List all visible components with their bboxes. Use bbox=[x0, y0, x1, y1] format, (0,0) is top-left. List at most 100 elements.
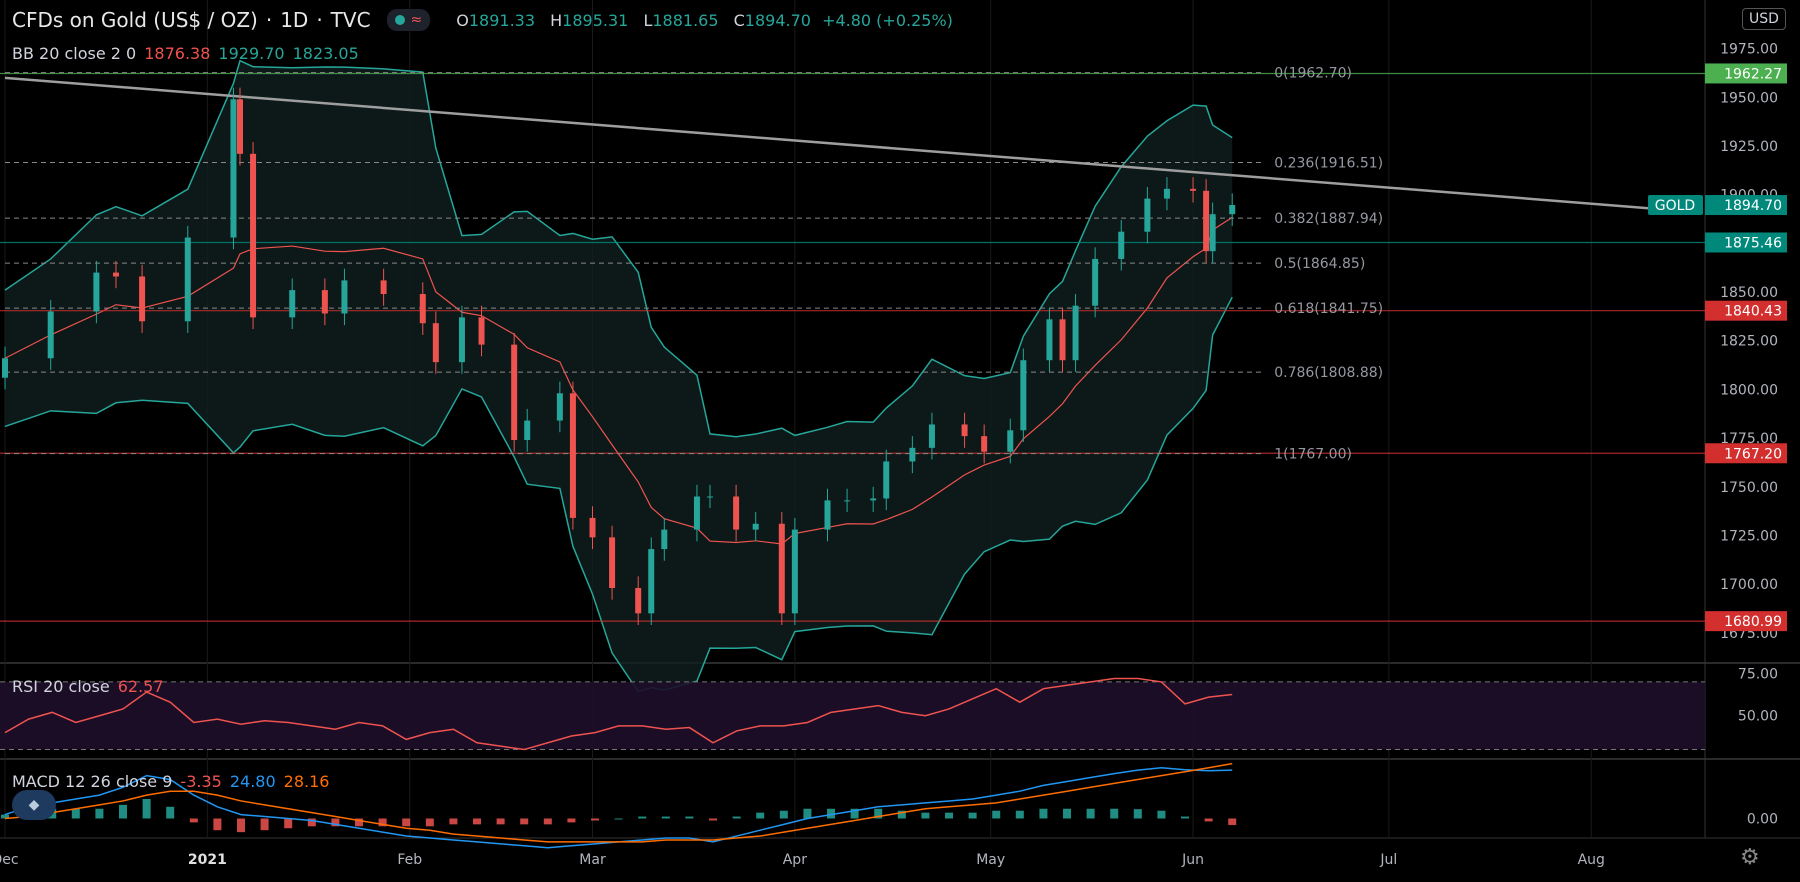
macd-histogram-bar bbox=[496, 818, 505, 825]
candle-body[interactable] bbox=[824, 500, 831, 530]
change-value: +4.80 (+0.25%) bbox=[822, 10, 953, 30]
candle-body[interactable] bbox=[1072, 305, 1079, 361]
candle-body[interactable] bbox=[341, 280, 348, 314]
candle-body[interactable] bbox=[47, 311, 54, 359]
macd-histogram-bar bbox=[237, 818, 246, 833]
candle-body[interactable] bbox=[2, 358, 8, 378]
rsi-legend[interactable]: RSI 20 close 62.57 bbox=[12, 677, 164, 696]
macd-histogram-bar bbox=[803, 808, 812, 819]
level-price-label: 1875.46 bbox=[1724, 235, 1782, 251]
gear-icon[interactable]: ⚙ bbox=[1740, 845, 1760, 870]
status-indicators[interactable]: ≈ bbox=[386, 9, 431, 31]
candle-body[interactable] bbox=[1229, 205, 1236, 215]
interval-label[interactable]: 1D bbox=[280, 8, 309, 32]
level-price-tag bbox=[1705, 232, 1787, 253]
macd-histogram-bar bbox=[945, 812, 954, 819]
macd-histogram-bar bbox=[992, 810, 1001, 819]
candle-body[interactable] bbox=[1203, 190, 1210, 252]
candle-body[interactable] bbox=[707, 496, 713, 498]
candle-body[interactable] bbox=[981, 436, 988, 452]
candle-body[interactable] bbox=[733, 496, 740, 530]
candle-body[interactable] bbox=[458, 317, 465, 363]
candle-body[interactable] bbox=[511, 344, 518, 441]
macd-histogram-bar bbox=[1157, 810, 1166, 819]
x-tick-label: Apr bbox=[783, 852, 807, 868]
last-price-tag bbox=[1705, 195, 1787, 216]
macd-histogram-bar bbox=[968, 812, 977, 819]
candle-body[interactable] bbox=[93, 272, 100, 312]
candle-body[interactable] bbox=[778, 523, 785, 614]
bb-lower-value: 1823.05 bbox=[292, 44, 359, 63]
candle-body[interactable] bbox=[524, 420, 531, 441]
candle-body[interactable] bbox=[635, 588, 642, 614]
candle-body[interactable] bbox=[752, 523, 759, 530]
candle-body[interactable] bbox=[1144, 198, 1151, 232]
candle-body[interactable] bbox=[380, 280, 387, 295]
macd-histogram-bar bbox=[1086, 808, 1095, 819]
macd-histogram-bar bbox=[260, 818, 269, 831]
candle-body[interactable] bbox=[478, 317, 485, 345]
candle-body[interactable] bbox=[432, 323, 439, 363]
candle-body[interactable] bbox=[184, 237, 191, 322]
candle-body[interactable] bbox=[419, 294, 426, 324]
candle-body[interactable] bbox=[230, 99, 237, 238]
macd-histogram-bar bbox=[567, 818, 576, 823]
candle-body[interactable] bbox=[1059, 319, 1066, 361]
candle-body[interactable] bbox=[883, 461, 890, 499]
candle-body[interactable] bbox=[112, 272, 119, 277]
candle-body[interactable] bbox=[1046, 319, 1053, 361]
macd-histogram-bar bbox=[1228, 818, 1237, 826]
rsi-y-tick-label: 50.00 bbox=[1738, 709, 1778, 725]
level-price-label: 1767.20 bbox=[1724, 446, 1782, 462]
macd-histogram-bar bbox=[614, 818, 623, 820]
macd-value: 24.80 bbox=[229, 772, 276, 791]
candle-body[interactable] bbox=[556, 393, 563, 421]
candle-body[interactable] bbox=[1209, 214, 1216, 252]
high-label: H bbox=[550, 10, 563, 30]
candle-body[interactable] bbox=[693, 496, 700, 530]
x-tick-label: Dec bbox=[0, 852, 19, 868]
macd-legend[interactable]: MACD 12 26 close 9 -3.35 24.80 28.16 bbox=[12, 772, 329, 791]
x-tick-label: May bbox=[976, 852, 1005, 868]
candle-body[interactable] bbox=[1092, 258, 1099, 306]
bb-legend[interactable]: BB 20 close 2 0 1876.38 1929.70 1823.05 bbox=[12, 44, 359, 63]
candle-body[interactable] bbox=[844, 500, 851, 502]
macd-histogram-bar bbox=[449, 818, 458, 825]
macd-histogram-bar bbox=[1204, 818, 1213, 822]
candle-body[interactable] bbox=[289, 290, 296, 318]
candle-body[interactable] bbox=[870, 498, 877, 501]
candle-body[interactable] bbox=[909, 447, 916, 462]
candle-body[interactable] bbox=[1118, 231, 1125, 259]
x-tick-label: Mar bbox=[579, 852, 606, 868]
candle-body[interactable] bbox=[791, 529, 798, 614]
candle-body[interactable] bbox=[661, 529, 668, 550]
separator: · bbox=[265, 8, 273, 32]
macd-histogram-bar bbox=[897, 810, 906, 819]
candle-body[interactable] bbox=[589, 517, 596, 538]
candle-body[interactable] bbox=[1020, 360, 1027, 431]
currency-button[interactable]: USD bbox=[1742, 8, 1786, 30]
candle-body[interactable] bbox=[961, 424, 968, 437]
candle-body[interactable] bbox=[1190, 188, 1197, 191]
x-tick-label: Jul bbox=[1379, 852, 1397, 868]
wave-icon[interactable]: ≈ bbox=[410, 12, 423, 28]
candle-body[interactable] bbox=[1163, 188, 1170, 199]
market-status-icon[interactable] bbox=[394, 15, 405, 25]
exchange-label: TVC bbox=[330, 8, 371, 32]
candle-body[interactable] bbox=[139, 276, 146, 322]
candle-body[interactable] bbox=[237, 99, 243, 154]
macd-histogram-bar bbox=[95, 808, 104, 819]
open-value: 1891.33 bbox=[468, 10, 536, 30]
tradingview-logo-icon[interactable]: ◆ bbox=[12, 790, 56, 820]
candle-body[interactable] bbox=[1007, 430, 1014, 452]
candle-body[interactable] bbox=[648, 549, 655, 614]
candle-body[interactable] bbox=[321, 290, 328, 314]
candle-body[interactable] bbox=[250, 153, 257, 318]
candle-body[interactable] bbox=[609, 537, 616, 589]
separator: · bbox=[316, 8, 323, 32]
trendline[interactable] bbox=[4, 76, 1651, 210]
candle-body[interactable] bbox=[928, 424, 935, 448]
candle-body[interactable] bbox=[569, 393, 576, 518]
rsi-band-fill bbox=[0, 681, 1705, 750]
